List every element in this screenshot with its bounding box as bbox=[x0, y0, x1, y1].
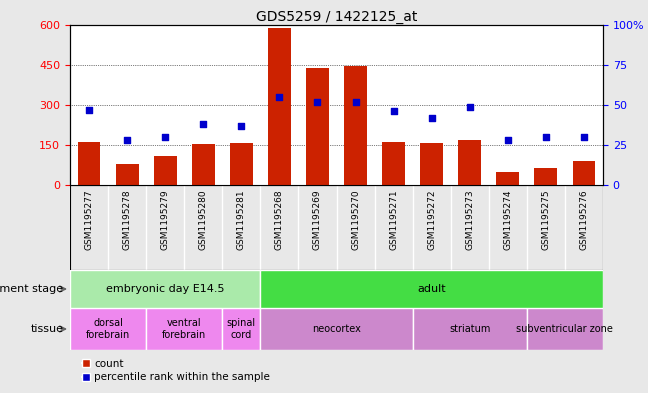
Text: GSM1195268: GSM1195268 bbox=[275, 189, 284, 250]
Point bbox=[540, 134, 551, 140]
Text: subventricular zone: subventricular zone bbox=[516, 324, 614, 334]
Bar bbox=[78, 142, 100, 185]
Bar bbox=[413, 308, 527, 350]
Title: GDS5259 / 1422125_at: GDS5259 / 1422125_at bbox=[256, 10, 417, 24]
Point bbox=[503, 137, 513, 143]
Bar bbox=[116, 163, 139, 185]
Text: embryonic day E14.5: embryonic day E14.5 bbox=[106, 284, 224, 294]
Bar bbox=[268, 28, 291, 185]
Point bbox=[465, 103, 475, 110]
Text: striatum: striatum bbox=[449, 324, 491, 334]
Bar bbox=[222, 308, 260, 350]
Bar bbox=[306, 68, 329, 185]
Text: spinal
cord: spinal cord bbox=[227, 318, 256, 340]
Bar bbox=[527, 308, 603, 350]
Text: ventral
forebrain: ventral forebrain bbox=[162, 318, 206, 340]
Bar bbox=[344, 66, 367, 185]
Text: GSM1195275: GSM1195275 bbox=[541, 189, 550, 250]
Text: GSM1195272: GSM1195272 bbox=[427, 189, 436, 250]
Bar bbox=[535, 168, 557, 185]
Text: GSM1195276: GSM1195276 bbox=[579, 189, 588, 250]
Point bbox=[274, 94, 284, 100]
Bar bbox=[260, 308, 413, 350]
Text: GSM1195273: GSM1195273 bbox=[465, 189, 474, 250]
Text: development stage: development stage bbox=[0, 284, 64, 294]
Text: GSM1195279: GSM1195279 bbox=[161, 189, 170, 250]
Bar bbox=[496, 172, 519, 185]
Point bbox=[579, 134, 589, 140]
Text: GSM1195281: GSM1195281 bbox=[237, 189, 246, 250]
Text: GSM1195271: GSM1195271 bbox=[389, 189, 398, 250]
Text: adult: adult bbox=[417, 284, 446, 294]
Bar bbox=[192, 144, 214, 185]
Point bbox=[388, 108, 399, 114]
Text: GSM1195280: GSM1195280 bbox=[199, 189, 208, 250]
Point bbox=[198, 121, 209, 127]
Bar bbox=[458, 140, 481, 185]
Point bbox=[351, 99, 361, 105]
Bar bbox=[382, 142, 405, 185]
Bar bbox=[154, 156, 177, 185]
Text: neocortex: neocortex bbox=[312, 324, 361, 334]
Legend: count, percentile rank within the sample: count, percentile rank within the sample bbox=[82, 359, 270, 382]
Bar bbox=[70, 270, 260, 308]
Text: GSM1195274: GSM1195274 bbox=[503, 189, 513, 250]
Text: GSM1195269: GSM1195269 bbox=[313, 189, 322, 250]
Text: GSM1195277: GSM1195277 bbox=[84, 189, 93, 250]
Point bbox=[236, 123, 246, 129]
Bar bbox=[573, 161, 596, 185]
Bar bbox=[260, 270, 603, 308]
Text: GSM1195278: GSM1195278 bbox=[122, 189, 132, 250]
Bar bbox=[421, 143, 443, 185]
Point bbox=[426, 115, 437, 121]
Text: dorsal
forebrain: dorsal forebrain bbox=[86, 318, 130, 340]
Point bbox=[312, 99, 323, 105]
Point bbox=[160, 134, 170, 140]
Text: tissue: tissue bbox=[30, 324, 64, 334]
Bar bbox=[230, 143, 253, 185]
Text: GSM1195270: GSM1195270 bbox=[351, 189, 360, 250]
Bar bbox=[70, 308, 146, 350]
Point bbox=[122, 137, 132, 143]
Point bbox=[84, 107, 94, 113]
Bar bbox=[146, 308, 222, 350]
